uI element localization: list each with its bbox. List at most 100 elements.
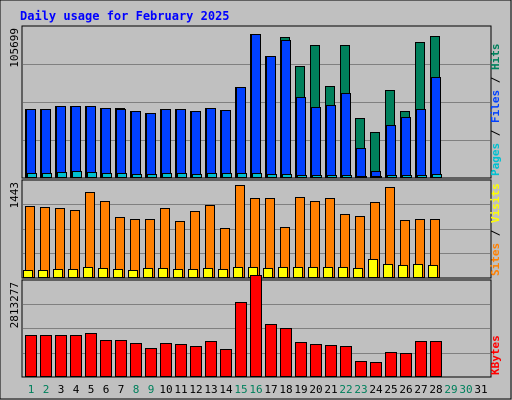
bar-kbytes-day-11 [175, 344, 187, 377]
bar-kbytes-day-3 [55, 335, 67, 377]
bar-sites-day-28 [428, 265, 438, 278]
bar-sites-day-5 [83, 267, 93, 278]
bar-kbytes-day-25 [385, 352, 397, 377]
bar-files-day-26 [401, 117, 411, 178]
day-label-26: 26 [399, 383, 412, 396]
bar-kbytes-day-9 [145, 348, 157, 377]
bar-kbytes-day-21 [325, 345, 337, 377]
bar-sites-day-10 [158, 268, 168, 278]
bar-pages-day-28 [432, 174, 442, 178]
bar-files-day-13 [206, 108, 216, 178]
bar-visits-day-1 [25, 206, 35, 278]
bar-sites-day-14 [218, 269, 228, 278]
bar-kbytes-day-15 [235, 302, 247, 377]
bar-visits-day-21 [325, 198, 335, 278]
bar-files-day-21 [326, 105, 336, 178]
bar-files-day-19 [296, 97, 306, 178]
bar-kbytes-day-27 [415, 341, 427, 377]
day-label-4: 4 [73, 383, 80, 396]
bar-pages-day-14 [222, 173, 232, 178]
side-label-part: Files [489, 90, 502, 123]
series-kbytes [25, 275, 442, 377]
bar-files-day-7 [116, 109, 126, 178]
bar-visits-day-8 [130, 219, 140, 278]
panel-visits_sites: 1443 Sites / Visits [8, 179, 502, 279]
bar-pages-day-26 [402, 175, 412, 178]
bar-sites-day-2 [38, 270, 48, 278]
bar-sites-day-21 [323, 267, 333, 278]
day-label-12: 12 [189, 383, 202, 396]
bar-visits-day-6 [100, 201, 110, 278]
panel-hits_files_pages: 105699 Pages / Files / Hits [8, 25, 502, 179]
day-label-10: 10 [159, 383, 172, 396]
bar-sites-day-18 [278, 267, 288, 278]
bar-files-day-3 [56, 106, 66, 178]
bar-files-day-18 [281, 40, 291, 178]
bar-files-day-12 [191, 111, 201, 178]
bar-pages-day-3 [57, 172, 67, 178]
bar-pages-day-16 [252, 173, 262, 178]
bar-sites-day-6 [98, 268, 108, 278]
bar-visits-day-13 [205, 205, 215, 278]
day-label-9: 9 [148, 383, 155, 396]
bar-visits-day-19 [295, 197, 305, 278]
day-label-3: 3 [58, 383, 65, 396]
day-label-5: 5 [88, 383, 95, 396]
bar-pages-day-12 [192, 174, 202, 178]
bar-sites-day-8 [128, 270, 138, 278]
bar-pages-day-20 [312, 175, 322, 178]
bar-kbytes-day-6 [100, 340, 112, 377]
bar-kbytes-day-19 [295, 342, 307, 377]
side-label-part: / [489, 223, 502, 243]
max-value-label: 105699 [8, 28, 21, 68]
day-label-18: 18 [279, 383, 292, 396]
side-label-part: Sites [489, 243, 502, 276]
bar-files-day-5 [86, 106, 96, 178]
bar-kbytes-day-4 [70, 335, 82, 377]
day-label-27: 27 [414, 383, 427, 396]
bar-pages-day-6 [102, 173, 112, 178]
side-label-part: / [489, 70, 502, 90]
day-label-8: 8 [133, 383, 140, 396]
series-files [26, 34, 441, 178]
bar-pages-day-11 [177, 173, 187, 178]
bar-kbytes-day-16 [250, 275, 262, 377]
day-label-31: 31 [474, 383, 487, 396]
day-label-11: 11 [174, 383, 187, 396]
max-value-label: 2813277 [8, 282, 21, 328]
day-label-15: 15 [234, 383, 247, 396]
bar-kbytes-day-14 [220, 349, 232, 377]
day-label-19: 19 [294, 383, 307, 396]
day-label-14: 14 [219, 383, 233, 396]
panel-kbytes: 2813277 KBytes [8, 275, 502, 378]
bar-visits-day-15 [235, 185, 245, 278]
bar-pages-day-19 [297, 175, 307, 178]
bar-sites-day-20 [308, 267, 318, 278]
day-label-30: 30 [459, 383, 472, 396]
series-visits [25, 185, 440, 278]
bar-files-day-9 [146, 113, 156, 178]
bar-sites-day-7 [113, 269, 123, 278]
bar-pages-day-23 [357, 176, 367, 178]
day-label-16: 16 [249, 383, 262, 396]
day-label-22: 22 [339, 383, 352, 396]
bar-files-day-10 [161, 109, 171, 178]
bar-sites-day-1 [23, 270, 33, 278]
bar-sites-day-19 [293, 267, 303, 278]
day-label-20: 20 [309, 383, 322, 396]
bar-files-day-11 [176, 109, 186, 178]
side-label-part: / [489, 123, 502, 143]
bar-pages-day-1 [27, 173, 37, 178]
day-label-13: 13 [204, 383, 217, 396]
day-label-6: 6 [103, 383, 110, 396]
series-side-label: Pages / Files / Hits [489, 44, 502, 177]
bar-hits-day-24 [370, 132, 380, 178]
bar-sites-day-23 [353, 268, 363, 278]
bar-kbytes-day-5 [85, 333, 97, 377]
bar-pages-day-18 [282, 174, 292, 178]
bar-files-day-8 [131, 111, 141, 178]
bar-sites-day-15 [233, 267, 243, 278]
bar-kbytes-day-24 [370, 362, 382, 377]
side-label-part: Visits [489, 183, 502, 223]
